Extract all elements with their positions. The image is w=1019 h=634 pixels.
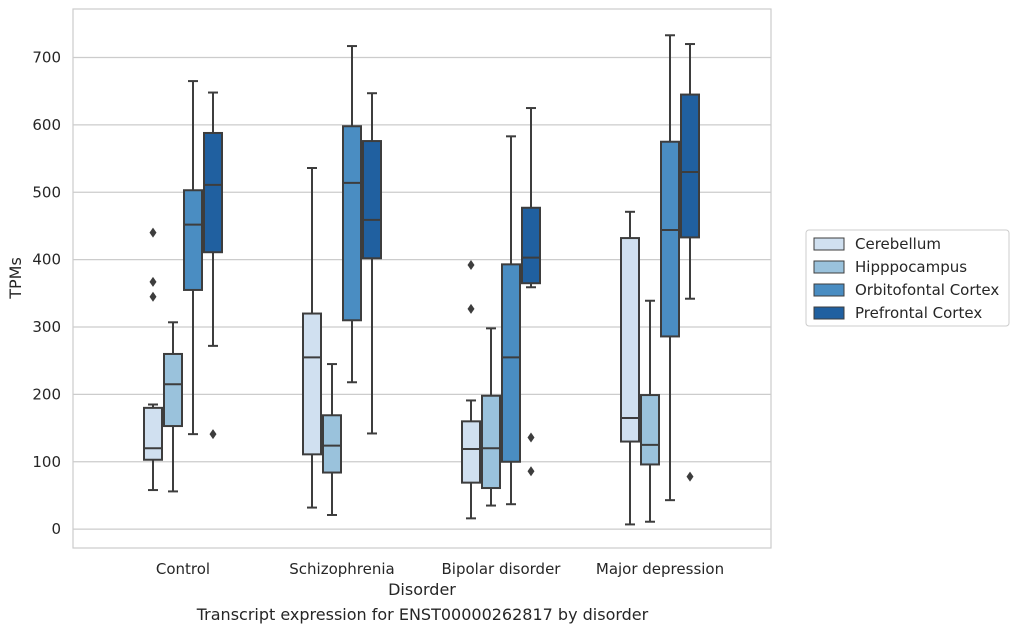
legend-swatch [813, 260, 845, 274]
box-prefrontal-cortex [521, 107, 541, 477]
outlier-point [209, 429, 217, 440]
x-axis-label: Disorder [388, 580, 456, 599]
box-iqr [501, 263, 521, 463]
box-prefrontal-cortex [203, 91, 223, 440]
box-iqr [342, 125, 362, 322]
y-tick-label: 100 [32, 453, 61, 471]
box-iqr [660, 140, 680, 338]
legend-swatch [813, 237, 845, 251]
outlier-point [149, 291, 157, 302]
box-iqr [521, 206, 541, 285]
box-hipppocampus [481, 327, 501, 507]
plot-frame [72, 8, 772, 549]
box-iqr [680, 93, 700, 239]
box-cerebellum [143, 227, 163, 492]
box-iqr [362, 140, 382, 260]
legend-label: Cerebellum [855, 235, 941, 253]
box-prefrontal-cortex [680, 43, 700, 482]
y-tick-label: 500 [32, 183, 61, 201]
box-hipppocampus [640, 299, 660, 523]
y-tick-label: 0 [51, 520, 61, 538]
outlier-point [467, 303, 475, 314]
box-hipppocampus [322, 363, 342, 516]
outlier-point [527, 466, 535, 477]
outlier-point [149, 227, 157, 238]
y-tick-label: 300 [32, 318, 61, 336]
x-tick-label: Control [156, 560, 210, 578]
box-iqr [322, 414, 342, 474]
x-tick-labels: Control Schizophrenia Bipolar disorder Majo… [156, 560, 724, 578]
y-tick-label: 600 [32, 116, 61, 134]
box-orbitofontal-cortex [660, 34, 680, 502]
box-iqr [640, 394, 660, 466]
box-iqr [203, 131, 223, 254]
y-axis-label: TPMs [6, 257, 25, 300]
box-hipppocampus [163, 321, 183, 493]
legend-label: Orbitofontal Cortex [855, 281, 999, 299]
box-iqr [183, 189, 203, 291]
y-tick-label: 700 [32, 49, 61, 67]
box-cerebellum [302, 167, 322, 509]
box-cerebellum [620, 210, 640, 526]
box-orbitofontal-cortex [501, 135, 521, 506]
y-tick-labels: 0 100 200 300 400 500 600 700 [32, 49, 61, 539]
box-orbitofontal-cortex [342, 45, 362, 384]
box-iqr [302, 312, 322, 456]
legend-swatch [813, 283, 845, 297]
box-prefrontal-cortex [362, 92, 382, 435]
box-iqr [620, 237, 640, 443]
x-tick-label: Schizophrenia [289, 560, 394, 578]
y-tick-label: 400 [32, 251, 61, 269]
outlier-point [149, 276, 157, 287]
box-layer [143, 34, 700, 526]
outlier-point [527, 432, 535, 443]
x-tick-label: Major depression [596, 560, 724, 578]
box-iqr [461, 420, 481, 484]
box-iqr [143, 406, 163, 461]
boxplot-chart: 0 100 200 300 400 500 600 700 Control Schizophre… [6, 8, 1010, 599]
legend-swatch [813, 306, 845, 320]
box-cerebellum [461, 260, 481, 520]
legend-label: Prefrontal Cortex [855, 304, 982, 322]
x-tick-label: Bipolar disorder [442, 560, 562, 578]
box-orbitofontal-cortex [183, 80, 203, 436]
outlier-point [686, 471, 694, 482]
legend-label: Hipppocampus [855, 258, 967, 276]
box-iqr [163, 352, 183, 428]
grid-lines [73, 56, 771, 530]
legend-frame [805, 229, 1010, 327]
outlier-point [467, 260, 475, 271]
legend: Cerebellum Hipppocampus Orbitofontal Corte… [805, 229, 1010, 327]
chart-caption: Transcript expression for ENST0000026281… [196, 605, 649, 624]
box-iqr [481, 394, 501, 490]
y-tick-label: 200 [32, 385, 61, 403]
